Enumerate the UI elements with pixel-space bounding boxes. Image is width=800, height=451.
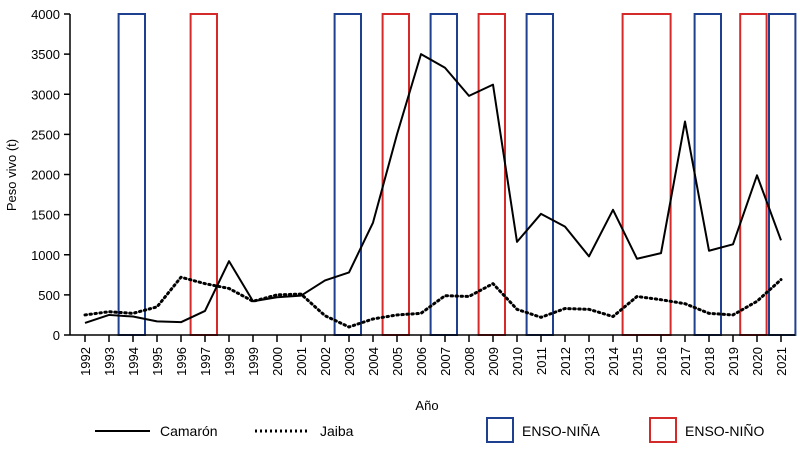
legend-label-nina: ENSO-NIÑA [522, 423, 600, 439]
series-line-jaiba [83, 275, 783, 329]
x-tick-label: 1997 [198, 347, 213, 376]
y-tick-label: 1500 [31, 208, 60, 223]
x-tick-label: 1999 [246, 347, 261, 376]
x-tick-label: 2000 [270, 347, 285, 376]
y-tick-label: 2500 [31, 127, 60, 142]
x-tick-label: 2010 [510, 347, 525, 376]
legend-label-camaron: Camarón [160, 423, 218, 439]
x-tick-label: 2009 [486, 347, 501, 376]
enso-nino-box [739, 13, 768, 336]
x-tick-label: 2018 [702, 347, 717, 376]
y-axis-label: Peso vivo (t) [4, 139, 19, 211]
x-tick-label: 2003 [342, 347, 357, 376]
legend-label-nino: ENSO-NIÑO [685, 423, 764, 439]
enso-nina-box [117, 13, 146, 336]
x-tick-label: 2011 [534, 347, 549, 375]
series-lines [83, 53, 783, 329]
y-tick-label: 500 [38, 288, 60, 303]
x-tick-label: 2007 [438, 347, 453, 376]
axes: 0 500 1000 1500 2000 2500 3000 3500 4000 1992 1993… [31, 7, 795, 376]
x-tick-label: 2015 [630, 347, 645, 376]
x-tick-label: 1996 [174, 347, 189, 376]
enso-nino-box [189, 13, 219, 336]
y-tick-label: 4000 [31, 7, 60, 22]
x-tick-label: 2012 [558, 347, 573, 376]
x-tick-label: 2013 [582, 347, 597, 376]
x-tick-label: 2014 [606, 347, 621, 376]
y-tick-label: 0 [53, 328, 60, 343]
legend: Camarón Jaiba ENSO-NIÑA ENSO-NIÑO [95, 417, 764, 443]
enso-nino-box [477, 13, 507, 336]
x-tick-label: 1992 [78, 347, 93, 376]
y-tick-label: 3500 [31, 47, 60, 62]
x-tick-label: 2019 [726, 347, 741, 376]
x-axis-label: Año [415, 398, 438, 413]
x-tick-label: 2006 [414, 347, 429, 376]
enso-nina-box [525, 13, 554, 336]
series-line-camaron [84, 53, 782, 324]
x-tick-label: 1998 [222, 347, 237, 376]
x-tick-label: 1993 [102, 347, 117, 376]
enso-nina-box [693, 13, 722, 336]
x-tick-label: 1994 [126, 347, 141, 376]
enso-nino-box [621, 13, 672, 336]
x-tick-label: 2002 [318, 347, 333, 376]
legend-swatch-nina [486, 417, 514, 443]
legend-label-jaiba: Jaiba [320, 423, 354, 439]
x-tick-label: 2021 [774, 347, 789, 376]
x-tick-label: 2016 [654, 347, 669, 376]
x-tick-label: 2020 [750, 347, 765, 376]
legend-swatch-nino [649, 417, 677, 443]
x-tick-label: 2005 [390, 347, 405, 376]
enso-nina-box [333, 13, 363, 336]
x-tick-label: 1995 [150, 347, 165, 376]
x-tick-label: 2017 [678, 347, 693, 376]
y-tick-label: 3000 [31, 87, 60, 102]
x-tick-label: 2001 [294, 347, 309, 376]
y-tick-label: 2000 [31, 168, 60, 183]
y-tick-label: 1000 [31, 248, 60, 263]
x-tick-label: 2008 [462, 347, 477, 376]
x-tick-label: 2004 [366, 347, 381, 376]
